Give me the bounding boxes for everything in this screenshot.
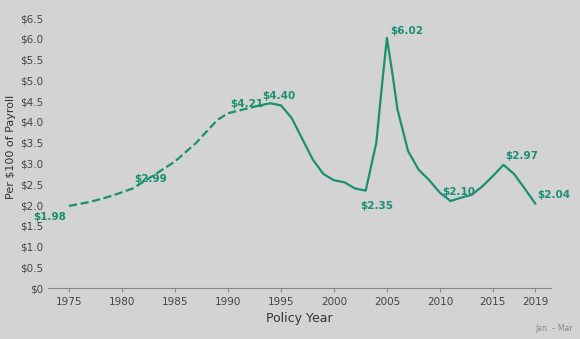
Y-axis label: Per $100 of Payroll: Per $100 of Payroll — [6, 95, 16, 199]
Text: $2.04: $2.04 — [537, 190, 571, 200]
X-axis label: Policy Year: Policy Year — [266, 312, 333, 324]
Text: $2.99: $2.99 — [135, 174, 168, 183]
Text: $4.21: $4.21 — [230, 99, 263, 109]
Text: $2.10: $2.10 — [442, 187, 475, 197]
Text: $6.02: $6.02 — [390, 26, 423, 36]
Text: Jan. – Mar: Jan. – Mar — [535, 324, 572, 334]
Text: $2.35: $2.35 — [360, 201, 393, 211]
Text: $2.97: $2.97 — [506, 152, 539, 161]
Text: $4.40: $4.40 — [262, 91, 295, 101]
Text: $1.98: $1.98 — [33, 212, 66, 222]
